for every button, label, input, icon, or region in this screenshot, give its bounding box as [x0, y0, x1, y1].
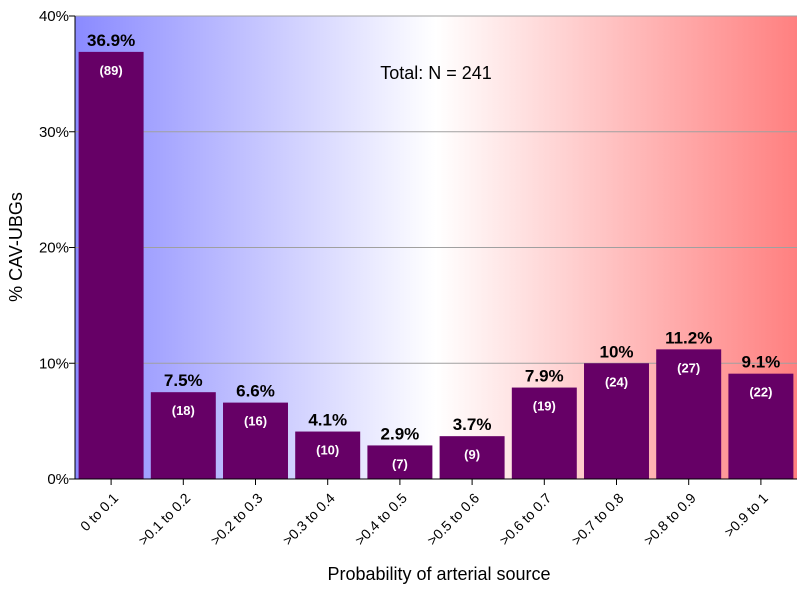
bar-count-label: (22): [749, 385, 772, 400]
bar-percent-label: 4.1%: [308, 411, 347, 430]
bar: [223, 402, 288, 479]
y-tick-label: 30%: [39, 124, 69, 141]
x-tick-label: >0.6 to 0.7: [496, 490, 555, 549]
bar-labels: 36.9% (89) 7.5% (18) 6.6% (16) 4.1% (10) 2.9% (7)…: [87, 31, 780, 472]
bar: [728, 373, 794, 479]
bar: [511, 387, 577, 479]
y-tick-label: 40%: [39, 8, 69, 25]
bar: [367, 445, 433, 479]
bar-percent-label: 7.5%: [164, 371, 203, 390]
bars: [78, 51, 794, 479]
x-ticks: 0 to 0.1 >0.1 to 0.2 >0.2 to 0.3 >0.3 to 0.…: [77, 479, 771, 548]
bar: [78, 51, 144, 479]
x-tick-label: >0.7 to 0.8: [568, 490, 627, 549]
bar-count-label: (16): [244, 414, 267, 429]
y-tick-label: 20%: [39, 240, 69, 257]
bar: [584, 363, 649, 479]
bar-percent-label: 3.7%: [453, 415, 492, 434]
y-tick-label: 0%: [47, 471, 69, 488]
bar-percent-label: 10%: [599, 342, 633, 361]
bar-count-label: (9): [464, 447, 480, 462]
x-axis-label: Probability of arterial source: [327, 564, 550, 584]
bar-count-label: (10): [316, 443, 339, 458]
bar-count-label: (18): [172, 403, 195, 418]
total-annotation: Total: N = 241: [380, 63, 492, 83]
bar-percent-label: 2.9%: [381, 424, 420, 443]
bar-count-label: (24): [605, 374, 628, 389]
bar-count-label: (7): [392, 456, 408, 471]
x-tick-label: >0.4 to 0.5: [352, 490, 411, 549]
bar-count-label: (89): [100, 63, 123, 78]
bar-count-label: (27): [677, 360, 700, 375]
bar: [150, 392, 216, 479]
bar-percent-label: 11.2%: [665, 328, 712, 347]
bar-percent-label: 9.1%: [742, 353, 781, 372]
bar: [439, 436, 505, 479]
x-tick-label: 0 to 0.1: [77, 490, 121, 534]
bar: [656, 349, 722, 479]
y-ticks: 0% 10% 20% 30% 40%: [39, 8, 75, 488]
x-tick-label: >0.9 to 1: [721, 490, 771, 540]
bar-percent-label: 7.9%: [525, 367, 564, 386]
x-tick-label: >0.2 to 0.3: [207, 490, 266, 549]
x-tick-label: >0.3 to 0.4: [279, 490, 338, 549]
x-tick-label: >0.5 to 0.6: [424, 490, 483, 549]
bar-percent-label: 6.6%: [236, 382, 275, 401]
x-tick-label: >0.8 to 0.9: [640, 490, 699, 549]
bar-percent-label: 36.9%: [87, 31, 135, 50]
y-axis-label: % CAV-UBGs: [6, 192, 26, 302]
bar: [295, 431, 361, 479]
bar-count-label: (19): [533, 399, 556, 414]
y-tick-label: 10%: [39, 355, 69, 372]
x-tick-label: >0.1 to 0.2: [135, 490, 194, 549]
